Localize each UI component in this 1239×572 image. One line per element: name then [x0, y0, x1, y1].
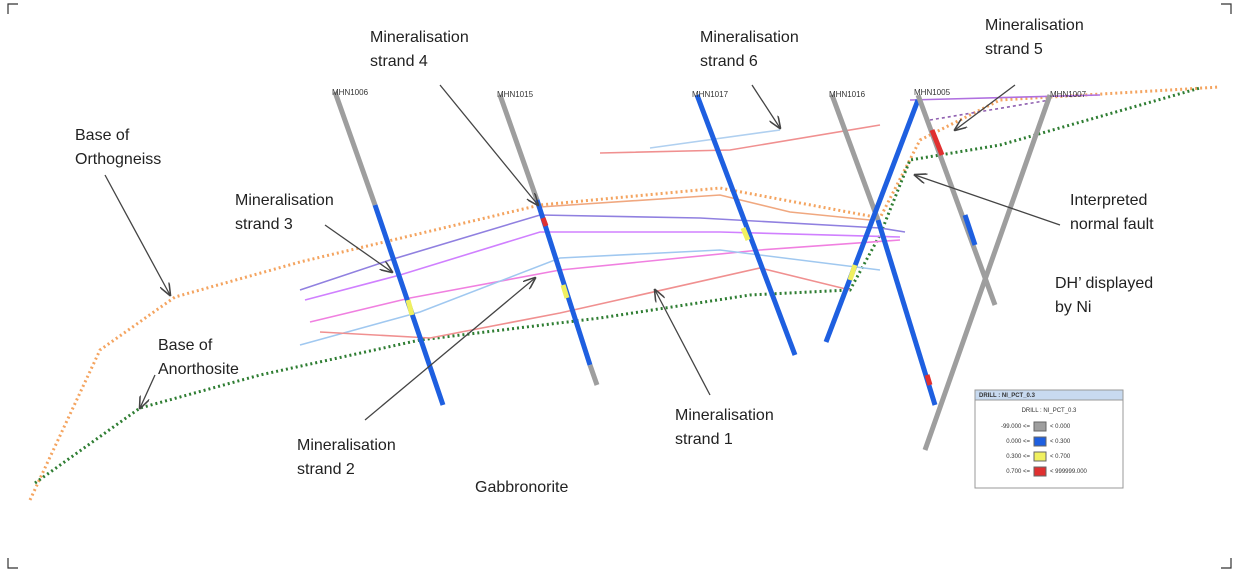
annotation-text: strand 5: [985, 41, 1043, 58]
annotation-text: Mineralisation: [297, 437, 396, 454]
drillhole-label: MHN1007: [1050, 90, 1087, 99]
annotation-text: by Ni: [1055, 299, 1091, 316]
legend-to: < 0.000: [1050, 424, 1071, 430]
annotation-text: Anorthosite: [158, 361, 239, 378]
drillholes: [332, 91, 1053, 451]
drillhole-label: MHN1006: [332, 88, 369, 97]
annotation-text: normal fault: [1070, 216, 1154, 233]
annotation-text: Gabbronorite: [475, 479, 568, 496]
annotation-text: Base of: [75, 127, 130, 144]
legend-subtitle: DRILL : NI_PCT_0.3: [1022, 408, 1077, 414]
legend-from: 0.300 <=: [1006, 454, 1030, 460]
annotations: Mineralisation strand 4 Mineralisation stra…: [75, 17, 1154, 496]
legend-swatch: [1033, 451, 1047, 462]
annotation-text: strand 2: [297, 461, 355, 478]
legend-from: -99.000 <=: [1001, 424, 1031, 430]
drillhole-label: MHN1015: [497, 90, 534, 99]
legend-from: 0.000 <=: [1006, 439, 1030, 445]
legend-swatch: [1033, 421, 1047, 432]
legend-swatch: [1033, 466, 1047, 477]
annotation-text: strand 4: [370, 53, 428, 70]
legend-from: 0.700 <=: [1006, 469, 1030, 475]
arrows: [104, 84, 1061, 421]
annotation-text: Mineralisation: [235, 192, 334, 209]
legend-to: < 0.300: [1050, 439, 1071, 445]
strands: [299, 94, 1101, 346]
legend-swatch: [1033, 436, 1047, 447]
annotation-text: Mineralisation: [675, 407, 774, 424]
legend-to: < 999999.000: [1050, 469, 1088, 475]
drillhole-label: MHN1016: [829, 90, 866, 99]
frame: [7, 3, 1232, 569]
annotation-text: strand 1: [675, 431, 733, 448]
annotation-text: Mineralisation: [700, 29, 799, 46]
annotation-text: strand 6: [700, 53, 758, 70]
drillhole-labels: MHN1006 MHN1015 MHN1017 MHN1016 MHN1005 …: [332, 88, 1087, 99]
drillhole-label: MHN1017: [692, 90, 729, 99]
annotation-text: Base of: [158, 337, 213, 354]
contacts: [28, 85, 1221, 501]
annotation-text: strand 3: [235, 216, 293, 233]
annotation-text: Interpreted: [1070, 192, 1147, 209]
drillhole-label: MHN1005: [914, 88, 951, 97]
legend: DRILL : NI_PCT_0.3 DRILL : NI_PCT_0.3 -9…: [974, 389, 1124, 489]
annotation-text: Mineralisation: [985, 17, 1084, 34]
annotation-text: DH’ displayed: [1055, 275, 1153, 292]
annotation-text: Mineralisation: [370, 29, 469, 46]
annotation-text: Orthogneiss: [75, 151, 161, 168]
legend-to: < 0.700: [1050, 454, 1071, 460]
legend-title: DRILL : NI_PCT_0.3: [979, 393, 1036, 399]
